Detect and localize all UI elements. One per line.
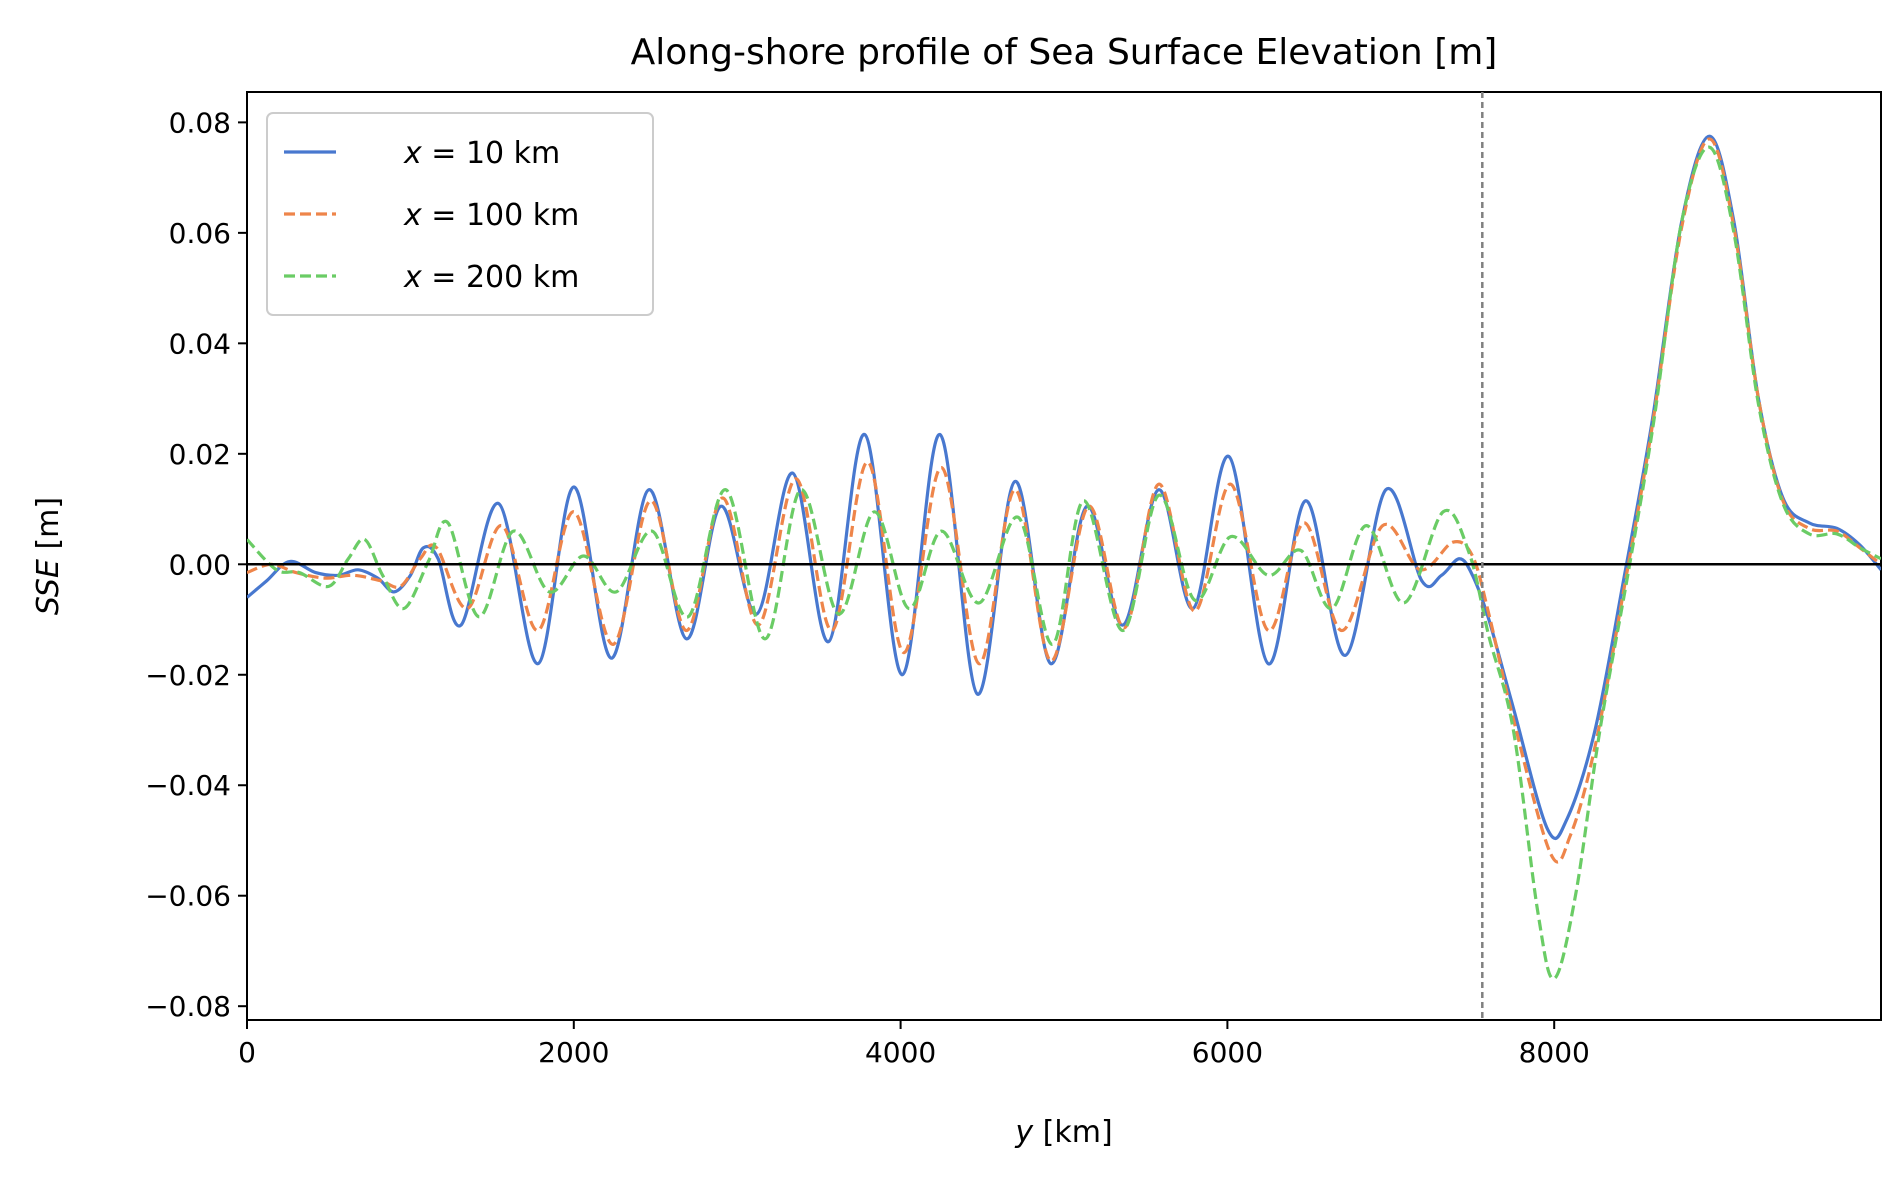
x-tick-label: 8000 <box>1519 1036 1590 1069</box>
y-axis: −0.08 −0.06 −0.04 −0.02 0.00 0.02 0.04 0.06 0.08 <box>145 106 247 1023</box>
plot-area <box>246 91 1882 1021</box>
y-axis-label: SSE [m] <box>31 497 66 615</box>
legend: x = 10 km x = 100 km x = 200 km <box>266 112 654 316</box>
legend-label-3: x = 200 km <box>403 260 579 295</box>
y-tick-label: −0.02 <box>145 659 231 692</box>
x-tick-label: 4000 <box>865 1036 936 1069</box>
y-tick-label: −0.08 <box>145 990 231 1023</box>
legend-items: x = 10 km x = 100 km x = 200 km <box>284 136 579 295</box>
legend-label-1: x = 10 km <box>403 136 560 171</box>
reference-lines <box>247 92 1881 1020</box>
series-line-2 <box>247 137 1881 864</box>
x-axis: 0 2000 4000 6000 8000 <box>238 1020 1590 1069</box>
y-tick-label: 0.02 <box>169 438 231 471</box>
x-tick-label: 0 <box>238 1036 256 1069</box>
series-layer <box>247 134 1881 981</box>
legend-label-2: x = 100 km <box>403 198 579 233</box>
plot-frame <box>246 91 1882 1021</box>
y-tick-label: 0.04 <box>169 327 231 360</box>
y-tick-label: 0.08 <box>169 106 231 139</box>
legend-box <box>266 112 654 316</box>
x-tick-label: 2000 <box>538 1036 609 1069</box>
y-tick-label: −0.06 <box>145 880 231 913</box>
y-tick-label: 0.06 <box>169 217 231 250</box>
y-tick-label: 0.00 <box>169 548 231 581</box>
x-axis-label: y [km] <box>1014 1115 1112 1150</box>
y-tick-label: −0.04 <box>145 769 231 802</box>
chart-title: Along-shore profile of Sea Surface Eleva… <box>631 32 1498 73</box>
series-line-3 <box>247 145 1881 981</box>
x-tick-label: 6000 <box>1192 1036 1263 1069</box>
